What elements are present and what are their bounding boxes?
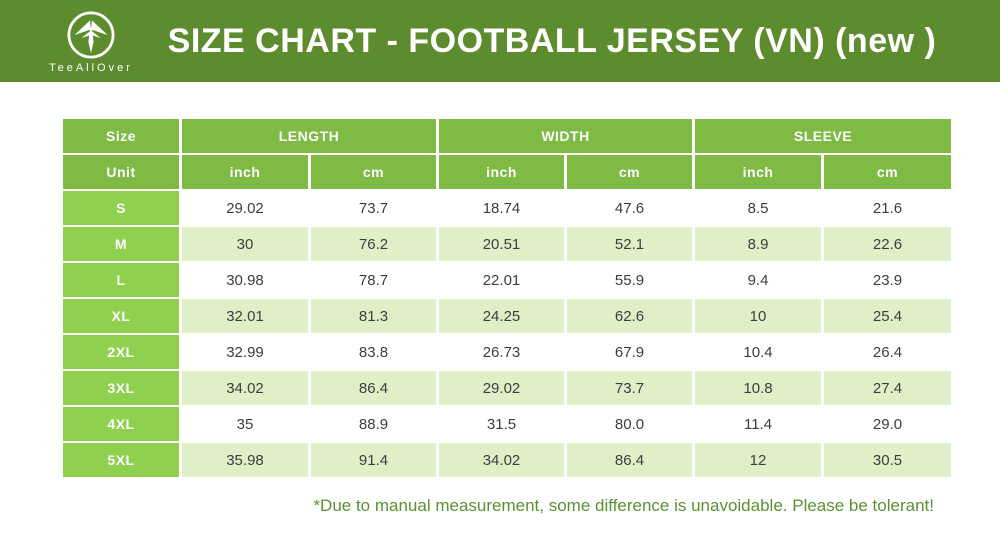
page-title: SIZE CHART - FOOTBALL JERSEY (VN) (new ): [167, 21, 937, 60]
unit-header-width-inch: inch: [439, 155, 564, 189]
size-label: 5XL: [63, 443, 179, 477]
measurement-value: 34.02: [439, 443, 564, 477]
header-banner: TeeAllOver SIZE CHART - FOOTBALL JERSEY …: [0, 0, 1000, 82]
measurement-value: 47.6: [567, 191, 693, 225]
brand-name: TeeAllOver: [49, 61, 133, 74]
measurement-value: 24.25: [439, 299, 564, 333]
teeallover-plane-icon: [65, 9, 117, 61]
measurement-value: 55.9: [567, 263, 693, 297]
measurement-value: 73.7: [567, 371, 693, 405]
measurement-value: 23.9: [824, 263, 952, 297]
measurement-value: 83.8: [311, 335, 436, 369]
measurement-value: 31.5: [439, 407, 564, 441]
measurement-value: 8.9: [695, 227, 822, 261]
measurement-value: 29.0: [824, 407, 952, 441]
measurement-value: 20.51: [439, 227, 564, 261]
col-header-unit: Unit: [63, 155, 179, 189]
measurement-value: 73.7: [311, 191, 436, 225]
measurement-value: 10.8: [695, 371, 822, 405]
measurement-value: 91.4: [311, 443, 436, 477]
measurement-value: 35: [182, 407, 308, 441]
measurement-value: 76.2: [311, 227, 436, 261]
size-label: 2XL: [63, 335, 179, 369]
measurement-value: 29.02: [182, 191, 308, 225]
measurement-value: 86.4: [567, 443, 693, 477]
measurement-value: 10.4: [695, 335, 822, 369]
table-row: M 30 76.2 20.51 52.1 8.9 22.6: [63, 227, 952, 261]
col-group-width: WIDTH: [439, 119, 693, 153]
measurement-value: 11.4: [695, 407, 822, 441]
table-row: 3XL 34.02 86.4 29.02 73.7 10.8 27.4: [63, 371, 952, 405]
measurement-value: 27.4: [824, 371, 952, 405]
measurement-value: 22.6: [824, 227, 952, 261]
size-label: S: [63, 191, 179, 225]
measurement-value: 67.9: [567, 335, 693, 369]
measurement-value: 12: [695, 443, 822, 477]
measurement-value: 32.01: [182, 299, 308, 333]
measurement-value: 21.6: [824, 191, 952, 225]
unit-header-sleeve-cm: cm: [824, 155, 952, 189]
size-chart-table: Size LENGTH WIDTH SLEEVE Unit inch cm in…: [60, 117, 954, 479]
size-rows: S 29.02 73.7 18.74 47.6 8.5 21.6 M 30 76.2 20.51 52…: [63, 191, 952, 477]
measurement-value: 80.0: [567, 407, 693, 441]
measurement-value: 18.74: [439, 191, 564, 225]
measurement-value: 88.9: [311, 407, 436, 441]
unit-header-sleeve-inch: inch: [695, 155, 822, 189]
col-header-size: Size: [63, 119, 179, 153]
size-label: L: [63, 263, 179, 297]
measurement-value: 52.1: [567, 227, 693, 261]
measurement-value: 35.98: [182, 443, 308, 477]
table-row: L 30.98 78.7 22.01 55.9 9.4 23.9: [63, 263, 952, 297]
measurement-value: 29.02: [439, 371, 564, 405]
col-group-length: LENGTH: [182, 119, 436, 153]
measurement-value: 26.73: [439, 335, 564, 369]
unit-header-width-cm: cm: [567, 155, 693, 189]
measurement-value: 62.6: [567, 299, 693, 333]
measurement-value: 8.5: [695, 191, 822, 225]
size-label: M: [63, 227, 179, 261]
measurement-value: 30: [182, 227, 308, 261]
brand-logo: TeeAllOver: [26, 9, 156, 74]
measurement-value: 32.99: [182, 335, 308, 369]
measurement-value: 25.4: [824, 299, 952, 333]
table-row: XL 32.01 81.3 24.25 62.6 10 25.4: [63, 299, 952, 333]
size-label: 3XL: [63, 371, 179, 405]
size-label: XL: [63, 299, 179, 333]
measurement-value: 30.98: [182, 263, 308, 297]
group-header-row: Size LENGTH WIDTH SLEEVE: [63, 119, 952, 153]
measurement-value: 78.7: [311, 263, 436, 297]
measurement-value: 22.01: [439, 263, 564, 297]
unit-header-length-cm: cm: [311, 155, 436, 189]
table-row: 2XL 32.99 83.8 26.73 67.9 10.4 26.4: [63, 335, 952, 369]
measurement-value: 86.4: [311, 371, 436, 405]
measurement-value: 81.3: [311, 299, 436, 333]
measurement-value: 26.4: [824, 335, 952, 369]
col-group-sleeve: SLEEVE: [695, 119, 952, 153]
unit-header-length-inch: inch: [182, 155, 308, 189]
size-label: 4XL: [63, 407, 179, 441]
measurement-note: *Due to manual measurement, some differe…: [313, 496, 934, 515]
unit-header-row: Unit inch cm inch cm inch cm: [63, 155, 952, 189]
table-row: S 29.02 73.7 18.74 47.6 8.5 21.6: [63, 191, 952, 225]
table-row: 5XL 35.98 91.4 34.02 86.4 12 30.5: [63, 443, 952, 477]
measurement-value: 9.4: [695, 263, 822, 297]
measurement-value: 34.02: [182, 371, 308, 405]
table-row: 4XL 35 88.9 31.5 80.0 11.4 29.0: [63, 407, 952, 441]
measurement-value: 30.5: [824, 443, 952, 477]
measurement-value: 10: [695, 299, 822, 333]
